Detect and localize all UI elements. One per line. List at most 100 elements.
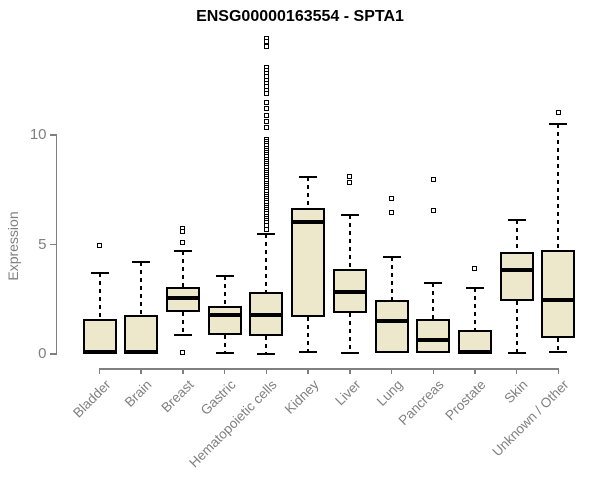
whisker-cap-upper-liver bbox=[340, 213, 359, 216]
x-axis-tick bbox=[515, 368, 518, 374]
whisker-cap-upper-gastric bbox=[215, 275, 234, 278]
whisker-cap-lower-gastric bbox=[215, 351, 234, 354]
median-unknown-other bbox=[541, 298, 576, 303]
whisker-upper-lung bbox=[390, 256, 393, 301]
x-axis-tick bbox=[98, 368, 101, 374]
outlier-lung bbox=[389, 210, 395, 216]
x-axis-tick bbox=[349, 368, 351, 374]
whisker-cap-upper-brain bbox=[132, 261, 151, 264]
box-pancreas bbox=[416, 318, 451, 353]
y-tick-label: 10 bbox=[29, 126, 47, 143]
whisker-lower-unknown-other bbox=[557, 337, 560, 352]
outlier-unknown-other bbox=[555, 109, 561, 115]
whisker-cap-lower-breast bbox=[173, 334, 192, 337]
median-brain bbox=[124, 349, 159, 354]
whisker-cap-lower-kidney bbox=[299, 350, 318, 353]
whisker-lower-hematopoietic-cells bbox=[265, 336, 268, 354]
x-axis-tick bbox=[265, 368, 268, 374]
median-bladder bbox=[82, 349, 117, 354]
box-gastric bbox=[207, 305, 242, 336]
whisker-cap-upper-lung bbox=[382, 255, 401, 258]
y-axis-tick bbox=[49, 353, 57, 355]
y-axis-tick bbox=[49, 243, 57, 246]
x-axis-tick bbox=[307, 368, 309, 374]
whisker-upper-breast bbox=[181, 251, 184, 288]
whisker-lower-kidney bbox=[307, 316, 310, 352]
outlier-pancreas bbox=[430, 177, 436, 183]
x-axis-tick bbox=[557, 368, 560, 374]
whisker-cap-upper-breast bbox=[173, 250, 192, 253]
outlier-hematopoietic-cells bbox=[263, 124, 269, 130]
median-hematopoietic-cells bbox=[249, 312, 284, 317]
y-axis-tick bbox=[49, 134, 57, 136]
outlier-hematopoietic-cells bbox=[263, 43, 269, 49]
outlier-hematopoietic-cells bbox=[263, 226, 269, 232]
median-skin bbox=[499, 267, 534, 272]
whisker-upper-liver bbox=[348, 214, 351, 269]
x-axis-tick bbox=[140, 368, 142, 374]
outlier-hematopoietic-cells bbox=[263, 112, 269, 118]
box-brain bbox=[124, 314, 159, 354]
outlier-hematopoietic-cells bbox=[263, 99, 269, 105]
outlier-breast bbox=[180, 350, 186, 356]
whisker-cap-upper-skin bbox=[507, 219, 526, 222]
outlier-hematopoietic-cells bbox=[263, 106, 269, 112]
outlier-prostate bbox=[472, 266, 478, 272]
whisker-upper-brain bbox=[140, 262, 143, 315]
whisker-cap-lower-hematopoietic-cells bbox=[257, 353, 276, 355]
outlier-hematopoietic-cells bbox=[263, 90, 269, 96]
outlier-liver bbox=[347, 174, 353, 180]
whisker-upper-gastric bbox=[223, 276, 226, 306]
whisker-upper-skin bbox=[515, 220, 518, 253]
whisker-upper-bladder bbox=[98, 272, 101, 319]
box-lung bbox=[374, 300, 409, 353]
x-axis-tick bbox=[390, 368, 393, 374]
outlier-lung bbox=[389, 196, 395, 201]
whisker-cap-upper-kidney bbox=[299, 175, 318, 178]
whisker-cap-upper-bladder bbox=[90, 271, 109, 274]
whisker-lower-breast bbox=[181, 312, 184, 336]
x-axis-tick bbox=[474, 368, 476, 374]
x-axis-tick bbox=[223, 368, 226, 374]
whisker-cap-upper-prostate bbox=[465, 287, 484, 290]
outlier-hematopoietic-cells bbox=[263, 119, 269, 125]
whisker-lower-gastric bbox=[223, 335, 226, 353]
whisker-lower-skin bbox=[515, 301, 518, 353]
box-skin bbox=[499, 252, 534, 302]
median-breast bbox=[165, 296, 200, 301]
whisker-cap-lower-skin bbox=[507, 351, 526, 354]
outlier-bladder bbox=[97, 243, 102, 249]
whisker-cap-upper-hematopoietic-cells bbox=[257, 232, 276, 235]
median-prostate bbox=[457, 349, 492, 354]
whisker-upper-unknown-other bbox=[557, 124, 560, 250]
x-axis-tick bbox=[182, 368, 184, 374]
whisker-upper-kidney bbox=[307, 176, 310, 209]
box-unknown-other bbox=[541, 249, 576, 338]
median-lung bbox=[374, 319, 409, 324]
median-liver bbox=[332, 289, 367, 294]
outlier-breast bbox=[180, 228, 186, 234]
y-tick-label: 0 bbox=[38, 345, 47, 362]
whisker-cap-lower-liver bbox=[340, 351, 359, 354]
box-bladder bbox=[82, 318, 117, 354]
whisker-cap-upper-unknown-other bbox=[549, 123, 568, 126]
median-pancreas bbox=[416, 337, 451, 342]
box-kidney bbox=[291, 208, 326, 317]
whisker-upper-prostate bbox=[473, 288, 476, 330]
y-axis-line bbox=[55, 135, 58, 355]
chart-title: ENSG00000163554 - SPTA1 bbox=[196, 8, 404, 25]
whisker-lower-liver bbox=[348, 313, 351, 353]
outlier-pancreas bbox=[430, 208, 436, 214]
outlier-liver bbox=[347, 179, 353, 185]
whisker-upper-pancreas bbox=[432, 282, 435, 319]
whisker-upper-hematopoietic-cells bbox=[265, 233, 268, 292]
whisker-cap-upper-pancreas bbox=[424, 281, 443, 284]
outlier-breast bbox=[180, 239, 186, 245]
x-axis-line bbox=[99, 368, 559, 370]
x-axis-tick bbox=[432, 368, 434, 374]
whisker-cap-lower-unknown-other bbox=[549, 350, 568, 353]
y-tick-label: 5 bbox=[38, 235, 47, 253]
median-gastric bbox=[207, 312, 242, 317]
median-kidney bbox=[291, 219, 326, 224]
